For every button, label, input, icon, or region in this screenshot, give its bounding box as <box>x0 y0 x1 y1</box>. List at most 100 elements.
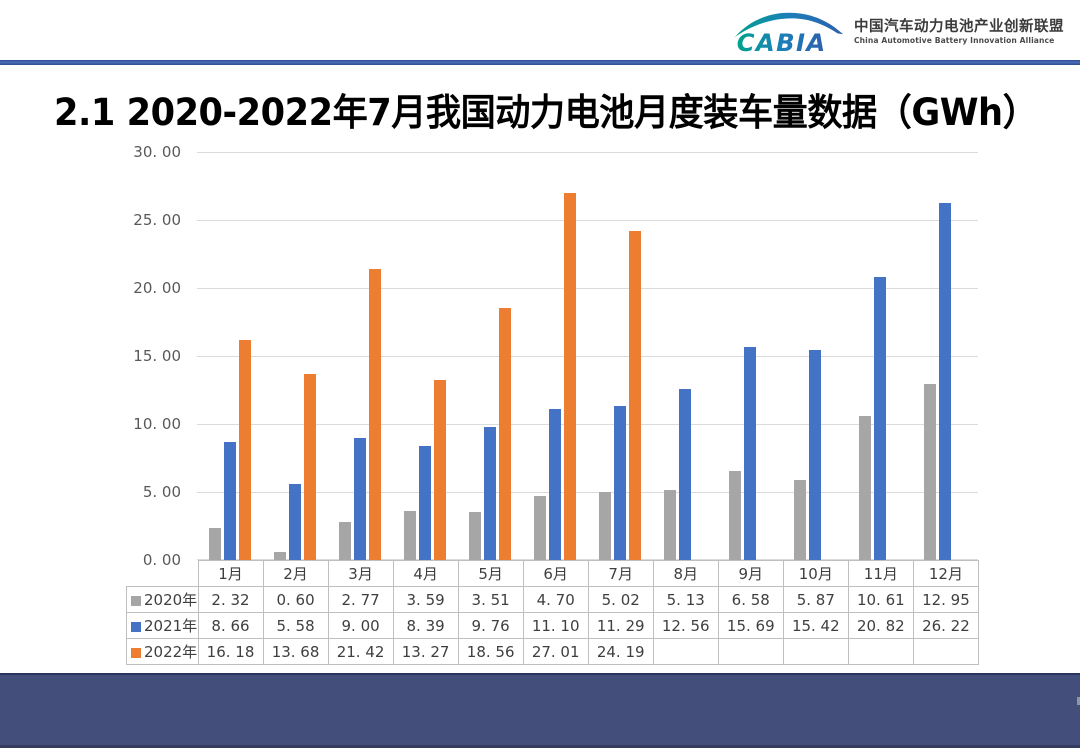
bar-2020年-5月 <box>468 512 481 560</box>
table-value-2021年-4月: 8. 39 <box>392 612 459 639</box>
bar-group-4月 <box>392 152 457 560</box>
gridline-25 <box>197 219 978 221</box>
table-value-2020年-2月: 0. 60 <box>262 586 329 613</box>
gridline-15 <box>197 355 978 357</box>
series-name: 2021年 <box>144 617 198 635</box>
bar-2020年-8月 <box>664 490 677 560</box>
bar-2020年-1月 <box>208 528 221 560</box>
bar-2021年-11月 <box>874 276 887 560</box>
bar-group-2月 <box>262 152 327 560</box>
bar-2021年-7月 <box>614 406 627 560</box>
table-month-header-10月: 10月 <box>782 560 849 587</box>
bar-2022年-6月 <box>563 192 576 560</box>
bar-group-8月 <box>653 152 718 560</box>
table-value-2021年-2月: 5. 58 <box>262 612 329 639</box>
gridline-5 <box>197 491 978 493</box>
legend-swatch-2022年 <box>131 648 141 658</box>
bar-group-1月 <box>197 152 262 560</box>
logo-wordmark: CABIA <box>737 28 827 55</box>
table-month-header-7月: 7月 <box>587 560 654 587</box>
table-value-2022年-8月 <box>652 638 719 665</box>
table-month-header-2月: 2月 <box>262 560 329 587</box>
table-value-2022年-11月 <box>847 638 914 665</box>
table-value-2020年-12月: 12. 95 <box>912 586 980 613</box>
org-name-en: China Automotive Battery Innovation Alli… <box>854 36 1055 46</box>
table-value-2022年-10月 <box>782 638 849 665</box>
table-value-2022年-5月: 18. 56 <box>457 638 524 665</box>
bar-group-12月 <box>913 152 978 560</box>
bar-2020年-10月 <box>794 480 807 560</box>
bar-2021年-10月 <box>809 350 822 560</box>
bar-plot: 0. 00 5. 00 10. 00 15. 00 20. 00 25. 00 30. 00 <box>133 143 978 569</box>
bar-2020年-2月 <box>273 551 286 560</box>
table-value-2021年-5月: 9. 76 <box>457 612 524 639</box>
footer-band <box>0 673 1080 748</box>
scroll-notch <box>1077 697 1080 705</box>
y-axis-tick-15: 15. 00 <box>133 347 181 365</box>
bar-2020年-12月 <box>924 383 937 560</box>
bar-2022年-7月 <box>629 231 642 560</box>
bar-group-9月 <box>718 152 783 560</box>
header-divider <box>0 60 1080 65</box>
table-value-2020年-7月: 5. 02 <box>587 586 654 613</box>
chart-data-table: 1月 2月 3月 4月 5月 6月 7月 8月 9月 10月 11月 12月 2020年 2. 32 0. … <box>126 560 980 665</box>
table-value-2020年-9月: 6. 58 <box>717 586 784 613</box>
bar-group-11月 <box>848 152 913 560</box>
org-names: 中国汽车动力电池产业创新联盟 China Automotive Battery … <box>854 18 1064 46</box>
bar-2020年-7月 <box>599 491 612 560</box>
bar-2021年-8月 <box>679 389 692 560</box>
gridline-30 <box>197 152 978 153</box>
cabia-logo-icon: CABIA <box>734 12 844 55</box>
bar-2021年-6月 <box>548 409 561 560</box>
bar-2022年-4月 <box>433 379 446 560</box>
bar-group-10月 <box>783 152 848 560</box>
table-value-2020年-8月: 5. 13 <box>652 586 719 613</box>
table-row-2020年: 2020年 2. 32 0. 60 2. 77 3. 59 3. 51 4. 70 5. 02… <box>126 586 980 613</box>
page-title: 2.1 2020-2022年7月我国动力电池月度装车量数据（GWh） <box>54 91 1038 134</box>
table-value-2021年-11月: 20. 82 <box>847 612 914 639</box>
table-month-header-5月: 5月 <box>457 560 524 587</box>
table-value-2021年-7月: 11. 29 <box>587 612 654 639</box>
bar-2022年-5月 <box>498 307 511 560</box>
y-axis-tick-10: 10. 00 <box>133 415 181 433</box>
bar-group-6月 <box>522 152 587 560</box>
bar-group-3月 <box>327 152 392 560</box>
table-value-2021年-10月: 15. 42 <box>782 612 849 639</box>
table-value-2021年-6月: 11. 10 <box>522 612 589 639</box>
table-value-2020年-4月: 3. 59 <box>392 586 459 613</box>
table-value-2020年-1月: 2. 32 <box>197 586 264 613</box>
gridline-10 <box>197 423 978 425</box>
table-value-2021年-8月: 12. 56 <box>652 612 719 639</box>
table-value-2022年-7月: 24. 19 <box>587 638 654 665</box>
series-label-2020年: 2020年 <box>126 586 199 613</box>
bar-group-5月 <box>457 152 522 560</box>
table-value-2021年-12月: 26. 22 <box>912 612 980 639</box>
bar-2022年-2月 <box>303 373 316 560</box>
bar-2021年-2月 <box>288 484 301 560</box>
table-row-2022年: 2022年 16. 18 13. 68 21. 42 13. 27 18. 56 27. 0… <box>126 638 980 665</box>
table-month-header-3月: 3月 <box>327 560 394 587</box>
table-value-2022年-3月: 21. 42 <box>327 638 394 665</box>
bar-2022年-3月 <box>368 268 381 560</box>
bar-2020年-4月 <box>403 511 416 560</box>
gridline-20 <box>197 287 978 289</box>
table-month-header-6月: 6月 <box>522 560 589 587</box>
bar-group-7月 <box>588 152 653 560</box>
table-row-2021年: 2021年 8. 66 5. 58 9. 00 8. 39 9. 76 11. 10 11. … <box>126 612 980 639</box>
table-value-2022年-4月: 13. 27 <box>392 638 459 665</box>
table-value-2022年-1月: 16. 18 <box>197 638 264 665</box>
table-header-row: 1月 2月 3月 4月 5月 6月 7月 8月 9月 10月 11月 12月 <box>127 560 980 587</box>
table-value-2020年-3月: 2. 77 <box>327 586 394 613</box>
org-name-cn: 中国汽车动力电池产业创新联盟 <box>854 18 1064 35</box>
bar-2020年-11月 <box>859 415 872 560</box>
table-value-2022年-12月 <box>912 638 980 665</box>
header-brand: CABIA 中国汽车动力电池产业创新联盟 China Automotive Ba… <box>733 8 1064 55</box>
table-month-header-11月: 11月 <box>847 560 914 587</box>
table-value-2020年-11月: 10. 61 <box>847 586 914 613</box>
bar-2022年-1月 <box>238 339 251 560</box>
table-value-2020年-10月: 5. 87 <box>782 586 849 613</box>
y-axis-tick-30: 30. 00 <box>133 143 181 161</box>
y-axis-tick-25: 25. 00 <box>133 211 181 229</box>
table-value-2022年-2月: 13. 68 <box>262 638 329 665</box>
table-month-header-8月: 8月 <box>652 560 719 587</box>
